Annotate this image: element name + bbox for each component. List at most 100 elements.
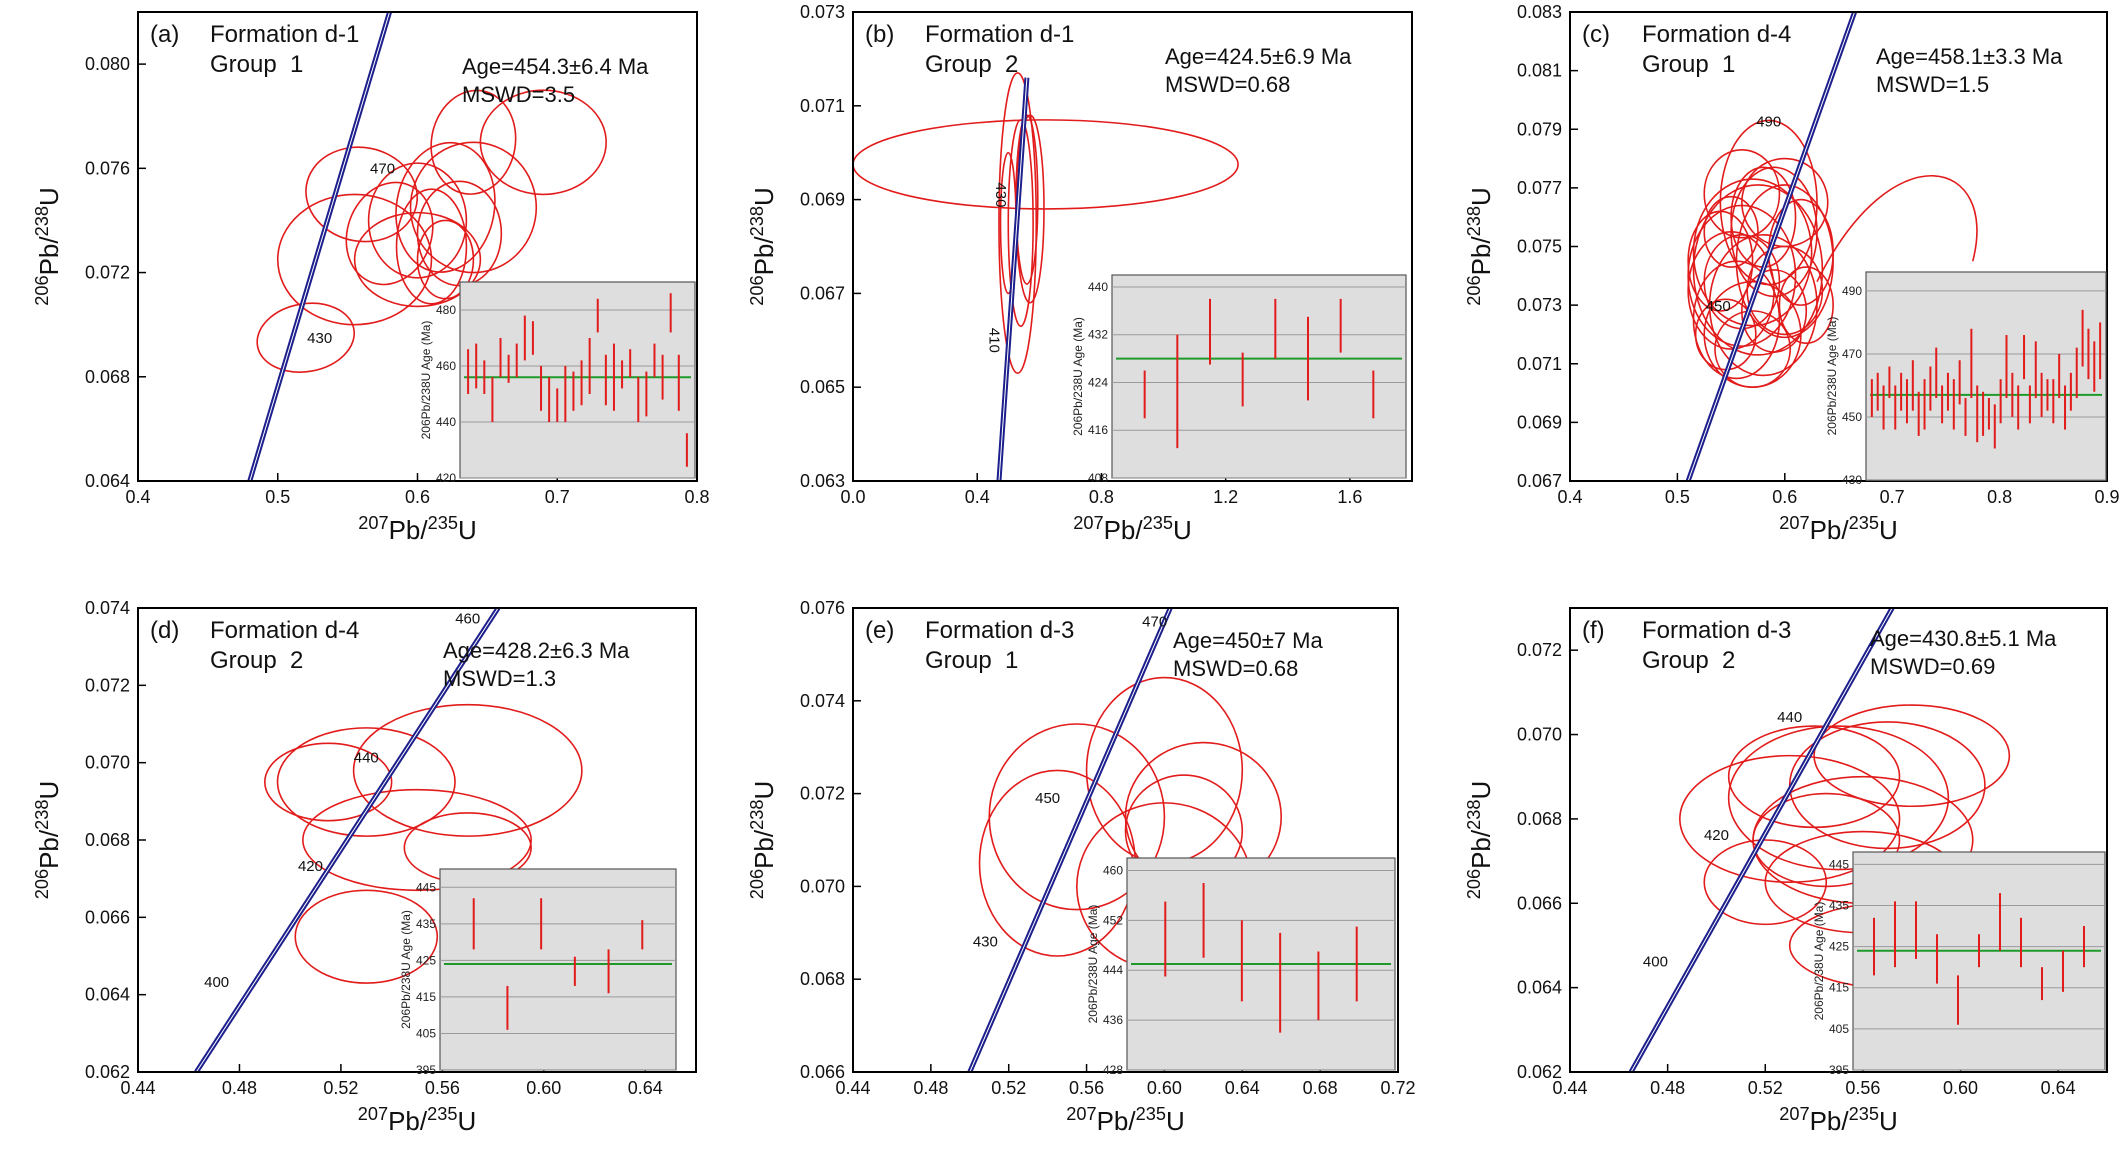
age-result: Age=458.1±3.3 Ma xyxy=(1876,44,2063,69)
x-tick-label: 0.8 xyxy=(684,487,709,507)
concordia-age-label: 470 xyxy=(370,161,395,178)
plot-area xyxy=(247,12,607,481)
y-tick-label: 0.081 xyxy=(1517,61,1562,81)
x-tick-label: 0.48 xyxy=(222,1078,257,1098)
panel-label: (a) xyxy=(150,21,179,48)
panel-title-line: Group 1 xyxy=(1642,51,1735,78)
concordia-age-label: 460 xyxy=(455,610,480,627)
panel-label: (b) xyxy=(865,21,894,48)
concordia-age-label: 430 xyxy=(973,934,998,951)
plot-frame xyxy=(852,607,1399,1073)
error-ellipse xyxy=(1741,157,1829,248)
inset-tick-label: 440 xyxy=(436,415,456,429)
x-tick-label: 0.5 xyxy=(1665,487,1690,507)
x-tick-label: 0.4 xyxy=(965,487,990,507)
y-tick-label: 0.067 xyxy=(800,283,845,303)
inset-tick-label: 425 xyxy=(416,953,436,967)
y-tick-label: 0.076 xyxy=(85,158,130,178)
x-tick-label: 0.60 xyxy=(526,1078,561,1098)
inset-y-label: 206Pb/238U Age (Ma) xyxy=(1812,902,1826,1021)
panel-title-line: Formation d-4 xyxy=(1642,21,1791,48)
concordia-curve-highlight xyxy=(1630,608,1893,1072)
inset-tick-label: 395 xyxy=(1829,1063,1849,1077)
inset-tick-label: 425 xyxy=(1829,940,1849,954)
mswd-result: MSWD=0.68 xyxy=(1173,656,1298,681)
age-inset: 428 436 444 452 460 206Pb/238U Age (Ma) xyxy=(1086,857,1396,1077)
y-tick-label: 0.065 xyxy=(800,377,845,397)
inset-tick-label: 415 xyxy=(416,990,436,1004)
y-tick-label: 0.071 xyxy=(1517,354,1562,374)
y-tick-label: 0.077 xyxy=(1517,178,1562,198)
x-tick-label: 0.6 xyxy=(405,487,430,507)
inset-tick-label: 405 xyxy=(1829,1022,1849,1036)
error-ellipse xyxy=(395,188,468,305)
x-tick-label: 0.9 xyxy=(2094,487,2119,507)
chart-panel-b: 410 430 0.0 0.4 0.8 1.2 1.6 0.063 0.065 0.067 0.06… xyxy=(747,2,1413,545)
x-tick-label: 0.7 xyxy=(545,487,570,507)
concordia-age-label: 420 xyxy=(1704,827,1729,844)
x-tick-label: 0.4 xyxy=(125,487,150,507)
error-ellipse xyxy=(305,146,419,243)
error-ellipse xyxy=(1085,676,1244,865)
y-tick-label: 0.080 xyxy=(85,54,130,74)
y-tick-label: 0.069 xyxy=(800,190,845,210)
mswd-result: MSWD=1.3 xyxy=(443,666,556,691)
x-tick-label: 0.68 xyxy=(1303,1078,1338,1098)
error-ellipse xyxy=(853,119,1239,210)
concordia-age-label: 450 xyxy=(1035,790,1060,807)
chart-panel-d: 400 420 440 460 0.44 0.48 0.52 0.56 0.60 0.64 0.06… xyxy=(32,598,697,1136)
plot-area xyxy=(1685,12,1978,481)
y-tick-label: 0.064 xyxy=(1517,978,1562,998)
chart-panel-f: 400 420 440 0.44 0.48 0.52 0.56 0.60 0.64 0.062 0.… xyxy=(1464,607,2108,1136)
x-tick-label: 0.52 xyxy=(991,1078,1026,1098)
mswd-result: MSWD=0.68 xyxy=(1165,72,1290,97)
x-tick-label: 0.56 xyxy=(1845,1078,1880,1098)
error-ellipse xyxy=(1741,269,1808,353)
y-tick-label: 0.072 xyxy=(85,675,130,695)
error-ellipse xyxy=(1703,148,1781,239)
inset-background xyxy=(459,281,696,479)
inset-background xyxy=(1111,274,1407,479)
concordia-age-label: 400 xyxy=(204,974,229,991)
x-tick-label: 0.64 xyxy=(628,1078,663,1098)
inset-tick-label: 435 xyxy=(1829,898,1849,912)
error-ellipse xyxy=(409,141,538,274)
error-ellipse xyxy=(998,72,1038,374)
concordia-age-label: 450 xyxy=(1706,298,1731,315)
y-axis-label: 206Pb/238U xyxy=(747,781,779,900)
error-ellipse xyxy=(1714,310,1791,388)
error-ellipse xyxy=(302,788,532,892)
error-ellipse xyxy=(1778,266,1834,345)
y-tick-label: 0.079 xyxy=(1517,119,1562,139)
y-tick-label: 0.068 xyxy=(85,367,130,387)
age-inset: 430 450 470 490 206Pb/238U Age (Ma) xyxy=(1825,271,2107,487)
x-tick-label: 0.6 xyxy=(1772,487,1797,507)
y-tick-label: 0.063 xyxy=(800,471,845,491)
plot-area xyxy=(853,72,1239,481)
error-ellipse xyxy=(256,302,356,373)
chart-panel-c: 450 490 0.4 0.5 0.6 0.7 0.8 0.9 0.067 0.069 0.071 0… xyxy=(1464,2,2120,545)
panel-title-line: Formation d-3 xyxy=(925,617,1074,644)
y-tick-label: 0.070 xyxy=(1517,725,1562,745)
error-ellipse xyxy=(276,193,433,326)
x-axis-label: 207Pb/235U xyxy=(358,1104,477,1136)
panel-title-line: Formation d-3 xyxy=(1642,617,1791,644)
plot-area xyxy=(194,608,583,1072)
plot-frame xyxy=(852,11,1413,482)
error-ellipse xyxy=(1727,725,1950,871)
inset-tick-label: 460 xyxy=(436,359,456,373)
inset-tick-label: 440 xyxy=(1088,280,1108,294)
y-tick-label: 0.064 xyxy=(85,985,130,1005)
y-tick-label: 0.072 xyxy=(1517,640,1562,660)
error-ellipse xyxy=(276,727,456,837)
error-ellipse xyxy=(352,703,583,837)
x-tick-label: 0.56 xyxy=(1069,1078,1104,1098)
error-ellipse xyxy=(353,211,482,308)
inset-tick-label: 460 xyxy=(1103,863,1123,877)
x-tick-label: 0.60 xyxy=(1147,1078,1182,1098)
inset-tick-label: 470 xyxy=(1842,347,1862,361)
x-tick-label: 0.44 xyxy=(835,1078,870,1098)
panel-label: (e) xyxy=(865,617,894,644)
panel-label: (d) xyxy=(150,617,179,644)
